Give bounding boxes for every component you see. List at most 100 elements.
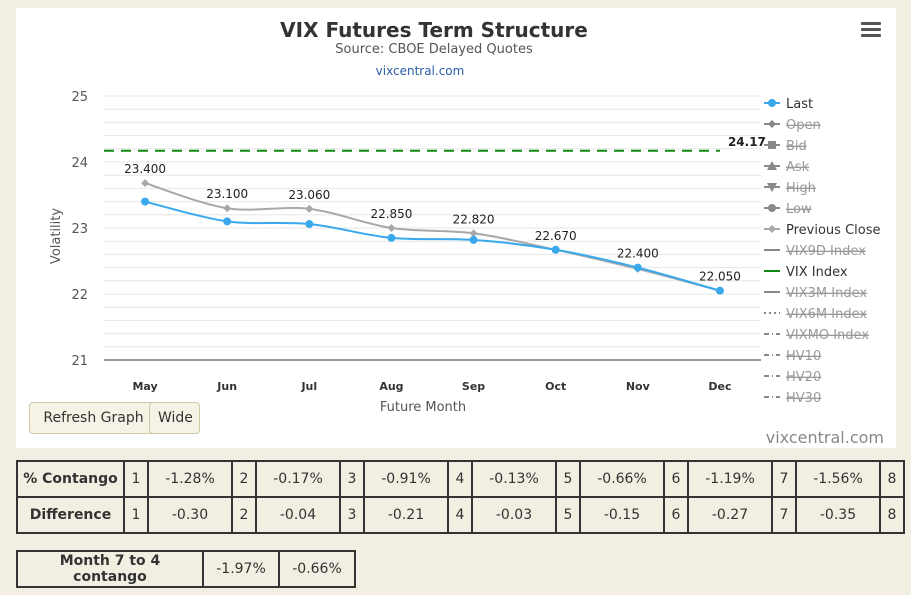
legend-item-hv20[interactable]: HV20 xyxy=(764,370,821,385)
grid-lines xyxy=(104,95,761,361)
legend-item-vixmo-index[interactable]: VIXMO Index xyxy=(764,328,869,343)
data-label: 23.060 xyxy=(288,188,330,202)
month-number: 1 xyxy=(123,460,149,498)
legend-symbol-circle xyxy=(768,204,776,212)
vix-index-value-label: 24.17 xyxy=(728,135,766,149)
legend-item-bid[interactable]: Bid xyxy=(764,139,807,154)
y-axis-ticks: 21 22 23 24 25 xyxy=(71,90,88,369)
chart-svg: VIX Futures Term Structure Source: CBOE … xyxy=(49,18,881,415)
x-tick-label: Nov xyxy=(626,380,651,393)
legend-item-last[interactable]: Last xyxy=(764,97,813,112)
summary-table: Month 7 to 4 contango -1.97% -0.66% xyxy=(16,550,356,588)
row-header: Difference xyxy=(16,496,125,534)
month-number: 1 xyxy=(123,496,149,534)
data-label: 22.850 xyxy=(370,207,412,221)
x-tick-label: Sep xyxy=(462,380,485,393)
cell-value: -0.91% xyxy=(363,460,449,498)
x-axis-ticks: May Jun Jul Aug Sep Oct Nov Dec xyxy=(132,380,731,393)
x-tick-label: Dec xyxy=(708,380,731,393)
legend-label: High xyxy=(786,181,816,196)
series-line-previous-close xyxy=(144,182,721,292)
month-number: 4 xyxy=(447,460,473,498)
month-number: 3 xyxy=(339,460,365,498)
last-point xyxy=(715,286,724,295)
legend-label: Low xyxy=(786,202,812,217)
last-point xyxy=(305,220,314,229)
legend-label: Open xyxy=(786,118,821,133)
legend-item-vix3m-index[interactable]: VIX3M Index xyxy=(764,286,867,301)
legend-symbol-triangle-down xyxy=(767,183,777,192)
cell-value: -0.03 xyxy=(471,496,557,534)
contango-table: % Contango 1 -1.28% 2 -0.17% 3 -0.91% 4 -0.13% 5-… xyxy=(16,460,905,534)
x-tick-label: Jun xyxy=(216,380,237,393)
month-number: 6 xyxy=(663,496,689,534)
legend-label: VIXMO Index xyxy=(786,328,869,343)
legend-item-open[interactable]: Open xyxy=(764,118,821,133)
data-label: 23.400 xyxy=(124,162,166,176)
cell-value: -0.15 xyxy=(579,496,665,534)
legend-item-low[interactable]: Low xyxy=(764,202,812,217)
cell-value: -0.13% xyxy=(471,460,557,498)
legend[interactable]: Last Open Bid Ask High Low Previous Close VIX9D… xyxy=(764,97,881,406)
data-labels: 23.400 23.100 23.060 22.850 22.820 22.670 22.4… xyxy=(124,162,741,284)
legend-symbol-circle xyxy=(768,99,776,107)
y-tick-label: 22 xyxy=(71,288,88,303)
legend-item-vix-index[interactable]: VIX Index xyxy=(764,265,848,280)
chart-subtitle: Source: CBOE Delayed Quotes xyxy=(335,42,533,57)
legend-symbol-diamond xyxy=(768,225,776,233)
legend-label: VIX Index xyxy=(786,265,848,280)
row-header: % Contango xyxy=(16,460,125,498)
previous-close-point xyxy=(305,204,314,213)
data-label: 22.050 xyxy=(699,270,741,284)
chart-panel: VIX Futures Term Structure Source: CBOE … xyxy=(16,8,896,448)
y-tick-label: 23 xyxy=(71,222,88,237)
legend-item-vix9d-index[interactable]: VIX9D Index xyxy=(764,244,866,259)
legend-label: Last xyxy=(786,97,813,112)
legend-item-hv10[interactable]: HV10 xyxy=(764,349,821,364)
summary-value: -1.97% xyxy=(202,550,280,588)
menu-icon[interactable] xyxy=(861,22,881,40)
month-number: 7 xyxy=(771,496,797,534)
legend-item-hv30[interactable]: HV30 xyxy=(764,391,821,406)
month-number: 5 xyxy=(555,496,581,534)
legend-label: Previous Close xyxy=(786,223,881,238)
cell-value: -0.27 xyxy=(687,496,773,534)
last-point xyxy=(387,233,396,242)
vix-index-line: 24.17 xyxy=(104,135,766,152)
month-number: 6 xyxy=(663,460,689,498)
chart-title: VIX Futures Term Structure xyxy=(280,18,588,42)
data-label: 22.400 xyxy=(617,247,659,261)
wide-button[interactable]: Wide xyxy=(149,402,200,434)
cell-value: -0.04 xyxy=(255,496,341,534)
month-number: 2 xyxy=(231,496,257,534)
legend-label: Ask xyxy=(786,160,810,175)
series-layer xyxy=(141,179,724,295)
x-tick-label: Oct xyxy=(545,380,566,393)
month-number: 7 xyxy=(771,460,797,498)
y-tick-label: 24 xyxy=(71,156,88,171)
summary-header: Month 7 to 4 contango xyxy=(16,550,204,588)
month-number: 8 xyxy=(879,496,905,534)
data-label: 22.820 xyxy=(453,212,495,226)
month-number: 5 xyxy=(555,460,581,498)
legend-symbol-diamond xyxy=(768,120,776,128)
last-point xyxy=(551,245,560,254)
month-number: 4 xyxy=(447,496,473,534)
table-row: Difference 1 -0.30 2 -0.04 3 -0.21 4 -0.03 5 -0.15… xyxy=(16,496,905,534)
y-tick-label: 25 xyxy=(71,90,88,105)
legend-item-high[interactable]: High xyxy=(764,181,816,196)
previous-close-point xyxy=(141,179,150,188)
refresh-graph-button[interactable]: Refresh Graph xyxy=(29,402,158,434)
legend-item-previous-close[interactable]: Previous Close xyxy=(764,223,881,238)
source-link[interactable]: vixcentral.com xyxy=(376,64,465,78)
x-axis-label: Future Month xyxy=(380,400,466,415)
legend-item-vix6m-index[interactable]: VIX6M Index xyxy=(764,307,867,322)
cell-value: -0.21 xyxy=(363,496,449,534)
legend-item-ask[interactable]: Ask xyxy=(764,160,810,175)
x-tick-label: May xyxy=(132,380,157,393)
credit-text: vixcentral.com xyxy=(765,428,884,447)
cell-value: -1.19% xyxy=(687,460,773,498)
legend-label: VIX9D Index xyxy=(786,244,866,259)
last-point xyxy=(469,235,478,244)
legend-symbol-square xyxy=(768,141,776,149)
